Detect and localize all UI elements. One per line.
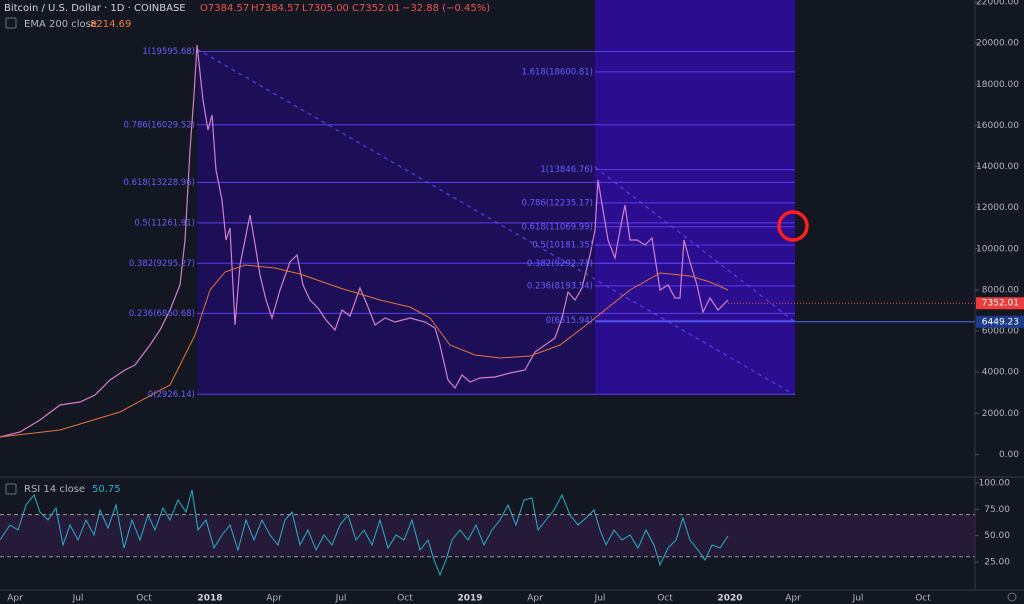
ema-value: 8214.69 (90, 19, 131, 30)
ema-title: EMA 200 close (24, 19, 97, 30)
y-tick-label: 8000.00 (982, 285, 1019, 295)
rsi-band (0, 514, 975, 557)
collapse-button[interactable] (5, 483, 17, 495)
labels: 1(19595.68) 0.786(16029.52) 0.618(13228.96… (4, 0, 1024, 604)
y-tick-label: 12000.00 (976, 203, 1019, 213)
x-tick-label: 2018 (197, 594, 222, 604)
ema-line (0, 264, 729, 438)
fib-label: 0.5(10181.35) (532, 241, 593, 251)
y-tick-label: 18000.00 (976, 80, 1019, 90)
rsi-pane (0, 489, 975, 577)
y-tick-label: 20000.00 (976, 39, 1019, 49)
ohlc-value: −32.88 (−0.45%) (402, 3, 490, 14)
y-tick-label: 14000.00 (976, 162, 1019, 172)
rsi-tick-label: 25.00 (984, 558, 1010, 568)
y-tick-label: 0.00 (999, 450, 1019, 460)
fib-label: 1(13846.76) (540, 165, 593, 175)
fib-label: 0.618(11069.99) (521, 222, 593, 232)
highlight-circle (777, 210, 809, 242)
fib-label: 1(19595.68) (142, 47, 195, 57)
fib-zones (197, 0, 795, 395)
x-tick-label: Jul (594, 594, 606, 604)
rsi-title: RSI 14 close (24, 484, 85, 495)
rsi-tick-label: 50.00 (984, 531, 1010, 541)
trend-line (196, 48, 796, 396)
y-tick-label: 2000.00 (982, 409, 1019, 419)
x-tick-label: Jul (852, 594, 864, 604)
x-tick-label: 2020 (717, 594, 742, 604)
fib-label: 1.618(18600.81) (521, 67, 593, 77)
price-line (0, 44, 729, 438)
x-tick-label: Jul (72, 594, 84, 604)
x-tick-label: Apr (785, 594, 801, 604)
collapse-button[interactable] (5, 17, 17, 29)
fib-levels (197, 50, 795, 395)
level-label: 6449.23 (982, 317, 1019, 327)
fib-zone (595, 0, 795, 395)
ohlc-value: C7352.01 (352, 3, 400, 14)
y-tick-label: 6000.00 (982, 327, 1019, 337)
ohlc-value: H7384.57 (251, 3, 300, 14)
x-tick-label: Apr (266, 594, 282, 604)
rsi-line (0, 489, 729, 577)
fib-label: 0(6515.94) (546, 316, 593, 326)
fib-label: 0.5(11261.91) (134, 218, 195, 228)
ohlc-value: L7305.00 (302, 3, 349, 14)
rsi-tick-label: 100.00 (979, 479, 1011, 489)
last-price-tag (976, 297, 1024, 310)
x-tick-label: Oct (915, 594, 931, 604)
fib-label: 0.236(6860.68) (129, 309, 195, 319)
fib-label: 0.786(16029.52) (123, 120, 195, 130)
fib-label: 0.382(9295.27) (129, 259, 195, 269)
y-tick-label: 16000.00 (976, 121, 1019, 131)
y-tick-label: 4000.00 (982, 368, 1019, 378)
last-price-label: 7352.01 (982, 299, 1019, 309)
x-tick-label: 2019 (457, 594, 482, 604)
fib-label: 0.786(12235.17) (521, 198, 593, 208)
settings-icon[interactable] (1007, 592, 1017, 602)
x-tick-label: Oct (136, 594, 152, 604)
y-tick-label: 22000.00 (976, 0, 1019, 8)
rsi-value: 50.75 (92, 484, 121, 495)
x-tick-label: Jul (335, 594, 347, 604)
x-tick-label: Oct (657, 594, 673, 604)
x-tick-label: Oct (397, 594, 413, 604)
fib-label: 0.618(13228.96) (123, 178, 195, 188)
fib-label: 0.236(8193.54) (527, 281, 593, 291)
x-tick-label: Apr (527, 594, 543, 604)
x-tick-label: Apr (7, 594, 23, 604)
chart-title: Bitcoin / U.S. Dollar · 1D · COINBASE (4, 3, 186, 14)
trend-line (594, 166, 796, 323)
y-tick-label: 10000.00 (976, 244, 1019, 254)
ohlc-value: O7384.57 (200, 3, 249, 14)
rsi-tick-label: 75.00 (984, 505, 1010, 515)
fib-label: 0(2926.14) (148, 390, 195, 400)
fib-label: 0.382(9292.71) (527, 259, 593, 269)
level-tag (976, 315, 1024, 328)
